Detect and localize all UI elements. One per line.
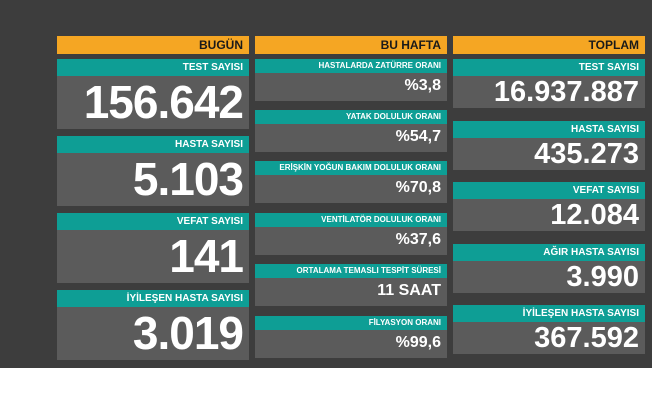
week-bed-card: YATAK DOLULUK ORANI %54,7	[255, 110, 447, 152]
total-recovered-label: İYİLEŞEN HASTA SAYISI	[453, 305, 645, 322]
week-contact-card: ORTALAMA TEMASLI TESPİT SÜRESİ 11 SAAT	[255, 264, 447, 306]
today-test-card: TEST SAYISI 156.642	[57, 59, 249, 129]
today-patient-label: HASTA SAYISI	[57, 136, 249, 153]
total-recovered-card: İYİLEŞEN HASTA SAYISI 367.592	[453, 305, 645, 354]
today-test-value: 156.642	[83, 76, 244, 128]
total-severe-label: AĞIR HASTA SAYISI	[453, 244, 645, 261]
week-bed-value: %54,7	[395, 128, 441, 145]
total-patient-card: HASTA SAYISI 435.273	[453, 121, 645, 170]
total-death-label: VEFAT SAYISI	[453, 182, 645, 199]
week-pneumonia-label: HASTALARDA ZATÜRRE ORANI	[255, 59, 447, 73]
week-filiation-label: FİLYASYON ORANI	[255, 316, 447, 330]
today-patient-value: 5.103	[132, 153, 244, 205]
stats-board: BUGÜN TEST SAYISI 156.642 HASTA SAYISI 5…	[0, 0, 652, 368]
today-header: BUGÜN	[57, 36, 249, 54]
total-recovered-value: 367.592	[534, 322, 639, 354]
week-pneumonia-value: %3,8	[404, 77, 441, 94]
today-recovered-card: İYİLEŞEN HASTA SAYISI 3.019	[57, 290, 249, 360]
week-icu-label: ERİŞKİN YOĞUN BAKIM DOLULUK ORANI	[255, 161, 447, 175]
today-death-label: VEFAT SAYISI	[57, 213, 249, 230]
week-bed-label: YATAK DOLULUK ORANI	[255, 110, 447, 124]
today-column: BUGÜN TEST SAYISI 156.642 HASTA SAYISI 5…	[57, 36, 249, 360]
total-header: TOPLAM	[453, 36, 645, 54]
today-test-label: TEST SAYISI	[57, 59, 249, 76]
total-test-value: 16.937.887	[493, 76, 639, 108]
today-patient-card: HASTA SAYISI 5.103	[57, 136, 249, 206]
week-ventilator-label: VENTİLATÖR DOLULUK ORANI	[255, 213, 447, 227]
week-icu-value: %70,8	[395, 179, 441, 196]
today-death-card: VEFAT SAYISI 141	[57, 213, 249, 283]
total-test-label: TEST SAYISI	[453, 59, 645, 76]
week-column: BU HAFTA HASTALARDA ZATÜRRE ORANI %3,8 Y…	[255, 36, 447, 358]
total-patient-label: HASTA SAYISI	[453, 121, 645, 138]
week-filiation-value: %99,6	[395, 334, 441, 351]
week-ventilator-card: VENTİLATÖR DOLULUK ORANI %37,6	[255, 213, 447, 255]
week-pneumonia-card: HASTALARDA ZATÜRRE ORANI %3,8	[255, 59, 447, 101]
today-death-value: 141	[169, 230, 244, 282]
today-recovered-label: İYİLEŞEN HASTA SAYISI	[57, 290, 249, 307]
total-death-card: VEFAT SAYISI 12.084	[453, 182, 645, 231]
week-header: BU HAFTA	[255, 36, 447, 54]
today-recovered-value: 3.019	[132, 307, 244, 359]
total-column: TOPLAM TEST SAYISI 16.937.887 HASTA SAYI…	[453, 36, 645, 354]
week-contact-label: ORTALAMA TEMASLI TESPİT SÜRESİ	[255, 264, 447, 278]
week-filiation-card: FİLYASYON ORANI %99,6	[255, 316, 447, 358]
total-patient-value: 435.273	[534, 138, 639, 170]
total-test-card: TEST SAYISI 16.937.887	[453, 59, 645, 108]
week-ventilator-value: %37,6	[395, 231, 441, 248]
total-severe-card: AĞIR HASTA SAYISI 3.990	[453, 244, 645, 293]
total-death-value: 12.084	[550, 199, 639, 231]
week-contact-value: 11 SAAT	[377, 282, 441, 299]
week-icu-card: ERİŞKİN YOĞUN BAKIM DOLULUK ORANI %70,8	[255, 161, 447, 203]
total-severe-value: 3.990	[566, 261, 639, 293]
